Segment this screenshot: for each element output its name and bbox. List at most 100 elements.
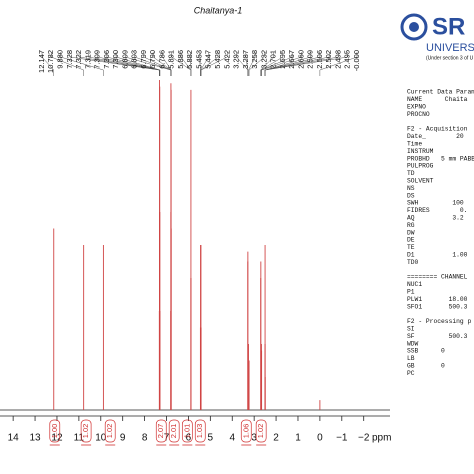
peak-label: 3.287 [241, 50, 250, 69]
peak-connector [189, 52, 192, 76]
parameter-line: ======== CHANNEL [407, 274, 468, 281]
peak-label: 7.300 [111, 50, 120, 69]
peak-label: 2.506 [315, 50, 324, 69]
peak-label: 7.309 [93, 50, 102, 69]
peak-label: 5.891 [167, 50, 176, 69]
parameter-line: AQ 3.2 [407, 214, 464, 221]
parameter-line: SWH 100 [407, 200, 464, 207]
peak-label: 6.809 [120, 50, 129, 69]
integral-box [181, 419, 193, 443]
parameter-line: DW [407, 229, 415, 236]
parameter-line: PC [407, 370, 415, 377]
x-tick-label: 1 [295, 433, 301, 444]
parameter-line: PLW1 18.00 [407, 296, 468, 303]
peak-connector [115, 52, 161, 76]
peak-label: 6.803 [130, 50, 139, 69]
peak-connector [260, 52, 284, 76]
x-tick-label: 13 [29, 433, 41, 444]
parameter-line: WDW [407, 340, 419, 347]
parameter-line: PULPROG [407, 163, 434, 170]
parameter-line: SFO1 500.3 [407, 303, 468, 310]
integral-label: 2.07 [156, 424, 165, 439]
peak-label: 2.495 [343, 50, 352, 69]
parameter-line: SOLVENT [407, 177, 434, 184]
integral-box [49, 419, 61, 443]
integral-box [168, 419, 180, 443]
integral-label: 2.01 [169, 424, 178, 439]
peak-label: 2.667 [287, 50, 296, 69]
parameter-line: F2 - Processing p [407, 318, 471, 325]
integral-label: 1.03 [195, 424, 204, 439]
peak-connector [319, 52, 358, 76]
peak-label: 5.428 [213, 50, 222, 69]
x-tick-label: 14 [8, 433, 20, 444]
x-tick-label: 10 [95, 433, 107, 444]
integral-label: 1.06 [241, 424, 250, 439]
parameter-line: GB 0 [407, 362, 445, 369]
x-tick-label: 8 [142, 433, 148, 444]
parameter-line: F2 - Acquisition [407, 126, 468, 133]
peak-connector [245, 52, 249, 76]
peak-label: 3.258 [250, 50, 259, 69]
parameter-line: PROCNO [407, 111, 430, 118]
peak-label: 6.786 [157, 50, 166, 69]
peak-label: 5.453 [194, 50, 203, 69]
peak-label: 5.886 [176, 50, 185, 69]
integral-box [240, 419, 252, 443]
peak-label: 5.882 [185, 50, 194, 69]
x-tick-label: 0 [317, 433, 323, 444]
peak-label: 2.660 [296, 50, 305, 69]
peak-connector [162, 52, 172, 76]
peak-label: 2.695 [278, 50, 287, 69]
parameter-line: NS [407, 185, 415, 192]
peak-label: 3.232 [259, 50, 268, 69]
parameter-line: RG [407, 222, 415, 229]
parameter-line: D1 1.00 [407, 251, 468, 258]
integral-box [104, 419, 116, 443]
integral-label: 1.02 [256, 424, 265, 439]
x-axis-label: ppm [372, 433, 391, 444]
peak-label: 5.447 [204, 50, 213, 69]
integral-label: 1.02 [81, 424, 90, 439]
parameter-line: NAME Chaita [407, 96, 468, 103]
logo-text: SR [432, 13, 465, 40]
peak-label: 5.422 [222, 50, 231, 69]
x-tick-label: 12 [51, 433, 63, 444]
peak-connector [60, 52, 104, 76]
peak-label: 3.292 [232, 50, 241, 69]
peak-label: 2.502 [324, 50, 333, 69]
parameter-line: Date_ 20 [407, 133, 464, 140]
peak-connector [41, 52, 54, 76]
integral-box [194, 419, 206, 443]
integral-label: 1.00 [50, 424, 59, 439]
parameter-line: SI [407, 325, 415, 332]
chart-title: Chaitanya-1 [194, 5, 243, 15]
peak-label: 7.322 [74, 50, 83, 69]
peak-label: 7.328 [65, 50, 74, 69]
peak-label: 9.880 [56, 50, 65, 69]
parameter-line: DS [407, 192, 415, 199]
x-tick-label: 5 [208, 433, 214, 444]
parameter-line: EXPNO [407, 103, 426, 110]
parameter-line: LB [407, 355, 415, 362]
parameter-line: P1 [407, 288, 415, 295]
parameter-line: DE [407, 237, 415, 244]
integral-box [255, 419, 267, 443]
x-tick-label: 3 [251, 433, 257, 444]
x-tick-label: 7 [164, 433, 170, 444]
parameter-line: SF 500.3 [407, 333, 468, 340]
integral-box [80, 419, 92, 443]
parameter-line: Current Data Param [407, 89, 474, 96]
peak-connector [248, 52, 256, 76]
peak-label: 12.147 [37, 50, 46, 73]
peak-label: 2.498 [333, 50, 342, 69]
x-tick-label: 9 [120, 433, 126, 444]
integral-box [155, 419, 167, 443]
x-tick-label: 6 [186, 433, 192, 444]
parameter-line: TD [407, 170, 415, 177]
x-tick-label: 2 [273, 433, 279, 444]
peak-label: 10.782 [46, 50, 55, 73]
parameter-line: NUC1 [407, 281, 422, 288]
